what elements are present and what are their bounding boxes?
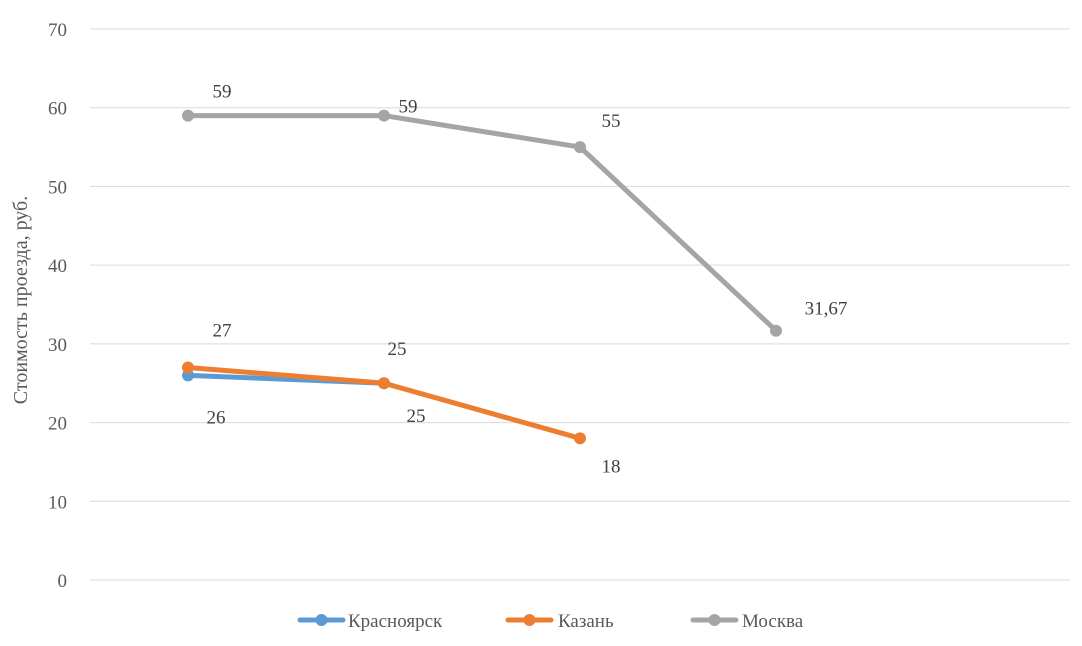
- y-tick-label: 0: [58, 571, 68, 592]
- legend-item: Казань: [505, 611, 614, 632]
- y-tick-label: 30: [48, 335, 67, 356]
- legend: Красноярск Казань Москва: [297, 611, 804, 632]
- data-point: [574, 141, 586, 154]
- legend-label: Красноярск: [348, 611, 443, 632]
- data-point: [770, 324, 782, 337]
- data-label: 25: [407, 406, 426, 427]
- data-label: 27: [213, 320, 232, 341]
- series-2: [182, 109, 782, 337]
- series-line: [185, 113, 779, 334]
- legend-label: Казань: [558, 611, 614, 632]
- data-label: 25: [388, 339, 407, 360]
- legend-marker: [315, 614, 328, 626]
- y-tick-label: 50: [48, 177, 67, 198]
- gridlines: [90, 28, 1070, 581]
- legend-label: Москва: [742, 611, 804, 632]
- legend-item: Красноярск: [297, 611, 443, 632]
- data-label: 59: [213, 82, 232, 103]
- data-label: 55: [602, 111, 621, 132]
- y-axis-title: Стоимость проезда, руб.: [10, 196, 32, 404]
- legend-marker: [523, 614, 536, 626]
- data-labels-layer: 26 25 27 25 18 59 59 55 31,67: [207, 82, 848, 478]
- data-label: 59: [399, 97, 418, 118]
- data-point: [182, 109, 194, 122]
- y-tick-label: 40: [48, 256, 67, 277]
- y-tick-label: 10: [48, 492, 67, 513]
- data-label: 26: [207, 407, 226, 428]
- legend-item: Москва: [690, 611, 804, 632]
- data-point: [378, 109, 390, 122]
- y-axis-tick-labels: 0 10 20 30 40 50 60 70: [48, 20, 67, 592]
- data-point: [574, 432, 586, 445]
- data-label: 18: [602, 456, 621, 477]
- legend-marker: [708, 614, 721, 626]
- y-tick-label: 20: [48, 414, 67, 435]
- y-tick-label: 70: [48, 20, 67, 41]
- series-1: [182, 361, 586, 445]
- data-point: [378, 377, 390, 390]
- data-point: [182, 361, 194, 374]
- y-tick-label: 60: [48, 99, 67, 120]
- data-label: 31,67: [805, 299, 848, 320]
- series-layer: [182, 109, 782, 445]
